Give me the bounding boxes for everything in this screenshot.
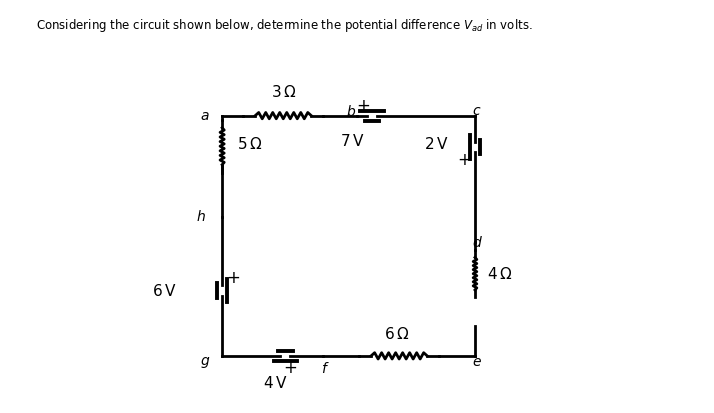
Text: $\it{e}$: $\it{e}$ <box>472 355 482 369</box>
Text: Considering the circuit shown below, determine the potential difference $V_{ad}$: Considering the circuit shown below, det… <box>36 17 533 33</box>
Text: $6\,\Omega$: $6\,\Omega$ <box>384 326 410 342</box>
Text: $\it{c}$: $\it{c}$ <box>473 104 482 119</box>
Text: $4\,\Omega$: $4\,\Omega$ <box>487 266 512 282</box>
Text: $4\,\mathrm{V}$: $4\,\mathrm{V}$ <box>263 375 287 391</box>
Text: $\it{f}$: $\it{f}$ <box>321 361 330 376</box>
Text: $\it{b}$: $\it{b}$ <box>346 104 356 119</box>
Text: $\it{h}$: $\it{h}$ <box>196 209 206 224</box>
Text: $+$: $+$ <box>226 269 240 287</box>
Text: $+$: $+$ <box>356 97 371 115</box>
Text: $\it{a}$: $\it{a}$ <box>201 109 210 123</box>
Text: $5\,\Omega$: $5\,\Omega$ <box>237 136 262 152</box>
Text: $+$: $+$ <box>283 358 298 377</box>
Text: $\it{d}$: $\it{d}$ <box>472 235 483 249</box>
Text: $3\,\Omega$: $3\,\Omega$ <box>271 83 296 100</box>
Text: $6\,\mathrm{V}$: $6\,\mathrm{V}$ <box>152 282 176 299</box>
Text: $\it{g}$: $\it{g}$ <box>200 355 211 370</box>
Text: $7\,\mathrm{V}$: $7\,\mathrm{V}$ <box>340 133 364 150</box>
Text: $+$: $+$ <box>458 151 471 169</box>
Text: $2\,\mathrm{V}$: $2\,\mathrm{V}$ <box>424 136 448 152</box>
